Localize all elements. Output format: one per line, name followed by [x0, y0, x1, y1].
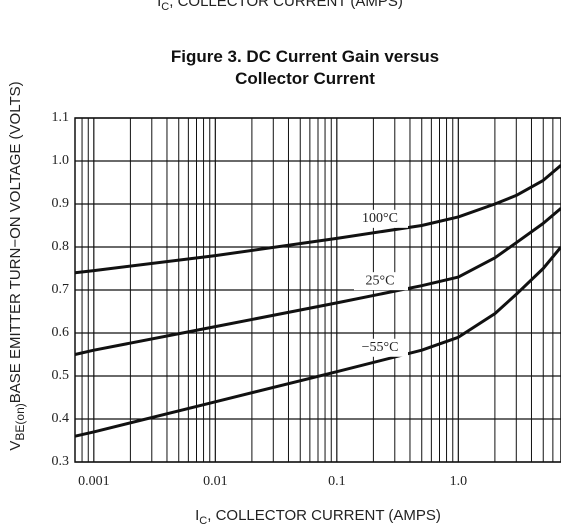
- plot-area: 0.001 0.01 0.1 1.0 0.3 0.4 0.5 0.6 0.7 0.8 0.9 1.0 1…: [52, 110, 561, 489]
- x-label-main: I: [195, 507, 199, 524]
- x-tick-label: 0.1: [328, 474, 346, 489]
- y-label-main: V: [7, 441, 24, 451]
- curve-label-bg: [354, 272, 408, 291]
- chart-title: Figure 3. DC Current Gain versus: [171, 47, 439, 66]
- x-tick-label: 0.001: [78, 474, 110, 489]
- curve-label-bg: [354, 209, 408, 228]
- y-tick-label: 0.4: [52, 411, 70, 426]
- curve-label: 25°C: [366, 273, 395, 288]
- y-tick-label: 0.8: [52, 239, 70, 254]
- x-tick-label: 0.01: [203, 474, 228, 489]
- series-line: [74, 164, 561, 275]
- plot-frame: [74, 117, 561, 463]
- series-line: [74, 246, 561, 438]
- y-label-rest: BASE EMITTER TURN−ON VOLTAGE (VOLTS): [7, 81, 24, 403]
- series-line: [74, 207, 561, 356]
- curve-label-bg: [354, 338, 408, 357]
- x-label-rest: , COLLECTOR CURRENT (AMPS): [207, 507, 441, 524]
- y-label-sub: BE(on): [13, 403, 27, 440]
- y-tick-label: 0.9: [52, 196, 70, 211]
- y-tick-label: 0.7: [52, 282, 70, 297]
- y-tick-label: 1.1: [52, 110, 70, 125]
- curve-label: −55°C: [362, 340, 399, 355]
- y-axis-label: VBE(on)BASE EMITTER TURN−ON VOLTAGE (VOL…: [7, 81, 27, 450]
- y-tick-label: 1.0: [52, 153, 70, 168]
- header-label: IC, COLLECTOR CURRENT (AMPS): [157, 0, 403, 13]
- header-main: I: [157, 0, 161, 10]
- x-tick-label: 1.0: [450, 474, 468, 489]
- x-axis-label: IC, COLLECTOR CURRENT (AMPS): [195, 507, 441, 527]
- header-sub: C: [161, 1, 169, 13]
- y-tick-label: 0.3: [52, 454, 70, 469]
- header-rest: , COLLECTOR CURRENT (AMPS): [169, 0, 403, 10]
- curve-label: 100°C: [362, 211, 398, 226]
- y-tick-label: 0.6: [52, 325, 70, 340]
- y-tick-label: 0.5: [52, 368, 70, 383]
- x-label-sub: C: [199, 515, 207, 527]
- chart-title: Collector Current: [235, 69, 375, 88]
